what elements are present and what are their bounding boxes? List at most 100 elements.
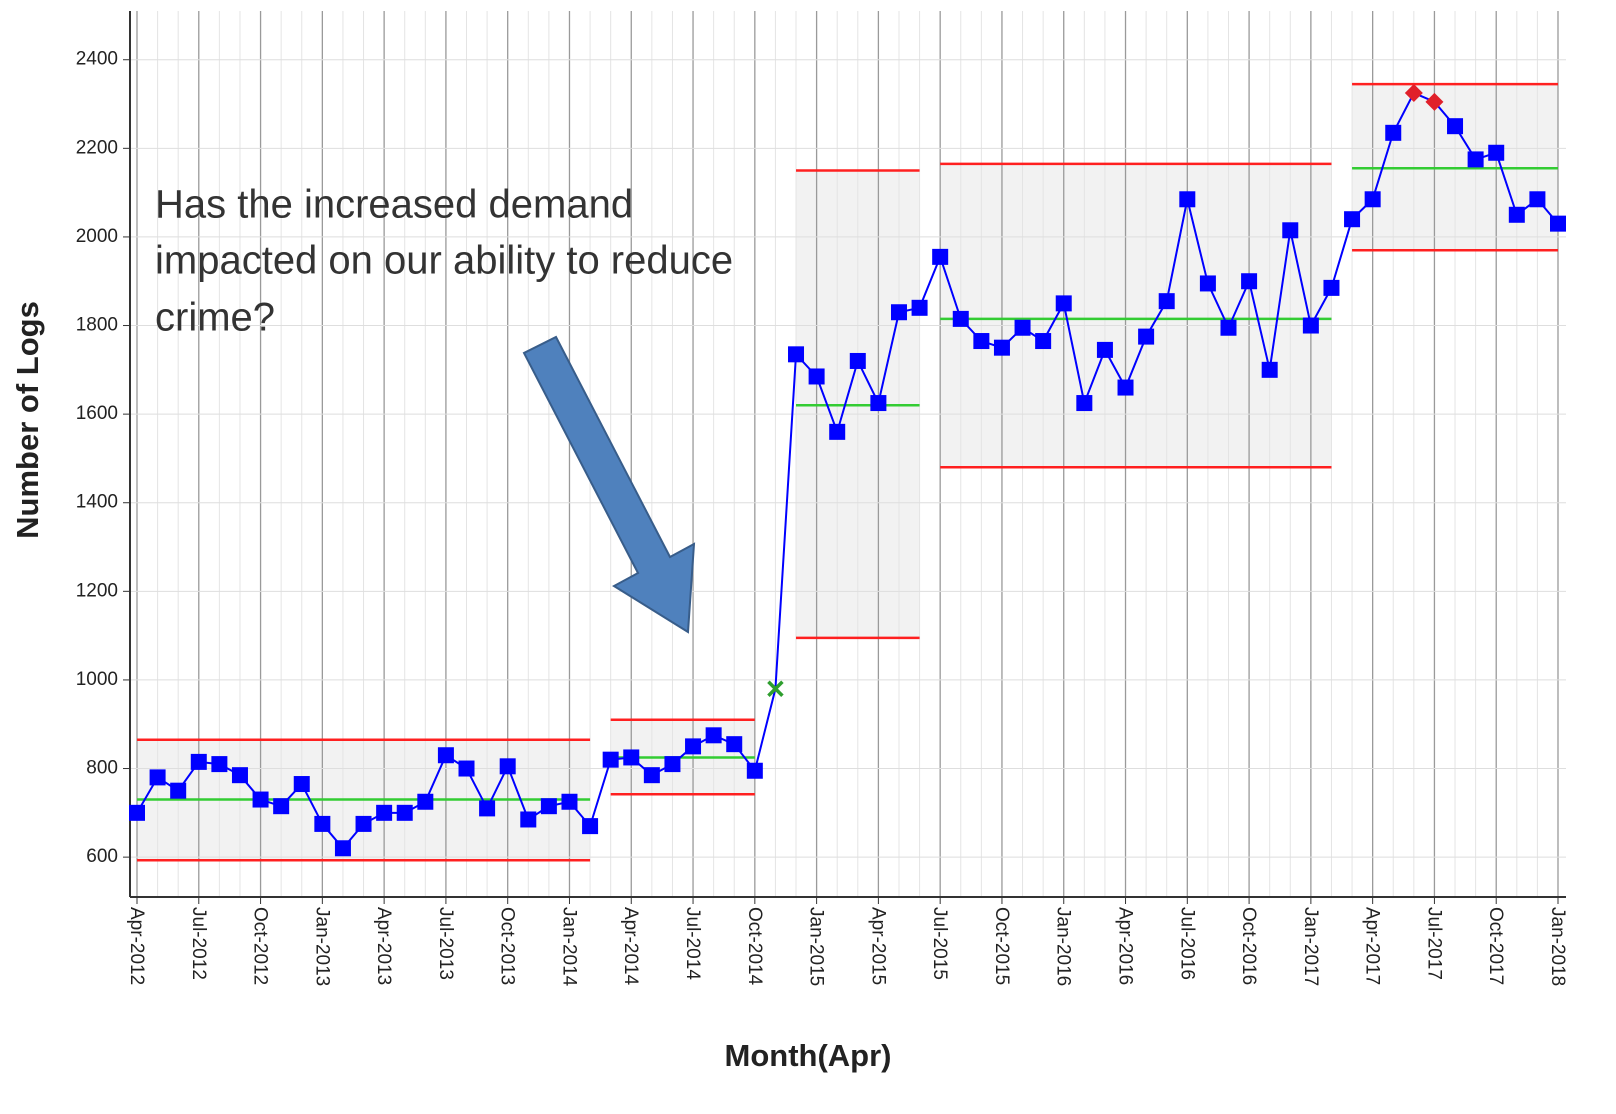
point-marker [623,749,640,766]
point-marker [149,769,166,786]
point-marker [1220,319,1237,336]
annotation: crime? [155,296,275,340]
point-marker [1158,293,1175,310]
point-marker [911,299,928,316]
point-marker [499,758,516,775]
point-marker [1488,144,1505,161]
point-marker [231,767,248,784]
shift-marker [767,680,784,698]
point-marker [932,248,949,265]
point-marker [1199,275,1216,292]
point-marker [1467,151,1484,168]
point-marker [643,767,660,784]
point-marker [1447,118,1464,135]
y-tick-label: 1600 [76,403,118,424]
x-tick-label: Jan-2016 [1053,907,1074,986]
point-marker [355,815,372,832]
arrow [522,335,696,634]
point-marker [705,727,722,744]
x-tick-label: Jul-2014 [682,907,703,980]
point-marker [602,751,619,768]
point-marker [726,736,743,753]
y-tick-label: 800 [86,758,118,779]
plot-background [130,11,1566,897]
x-tick-label: Jan-2014 [558,907,579,987]
phase-shade [940,163,1332,468]
point-marker [664,756,681,773]
y-tick-label: 1200 [76,580,118,601]
point-marker [1364,191,1381,208]
y-tick-label: 1800 [76,315,118,336]
x-tick-label: Apr-2015 [867,907,888,985]
point-marker [1055,295,1072,312]
x-tick-label: Jul-2015 [929,907,950,980]
point-marker [1096,341,1113,358]
outside-marker [1425,92,1444,111]
point-marker [829,423,846,440]
x-tick-label: Oct-2015 [991,907,1012,985]
point-marker [1529,191,1546,208]
y-tick-label: 1000 [76,669,118,690]
point-marker [1385,124,1402,141]
point-marker [1261,361,1278,378]
series-line [136,91,1559,850]
outside-marker [1404,83,1423,102]
point-marker [1014,319,1031,336]
point-marker [808,368,825,385]
x-tick-label: Oct-2017 [1485,907,1506,985]
point-marker [520,811,537,828]
point-marker [1241,273,1258,290]
point-marker [211,756,228,773]
point-marker [458,760,475,777]
point-marker [334,840,351,857]
point-marker [685,738,702,755]
y-tick-label: 2000 [76,226,118,247]
annotation: Has the increased demand [155,183,633,227]
point-marker [314,815,331,832]
point-marker [746,762,763,779]
y-tick-label: 600 [86,846,118,867]
point-marker [129,804,145,821]
x-tick-label: Jul-2017 [1423,907,1444,980]
point-marker [190,753,207,770]
point-marker [1282,222,1299,239]
x-tick-label: Jul-2013 [435,907,456,980]
x-tick-label: Jan-2013 [311,907,332,986]
point-marker [849,352,866,369]
x-tick-label: Oct-2012 [250,907,271,985]
point-marker [437,747,454,764]
y-tick-label: 2200 [76,137,118,158]
point-marker [582,818,599,835]
x-tick-label: Jul-2012 [188,907,209,980]
x-tick-label: Apr-2012 [126,907,147,985]
point-marker [1344,211,1361,228]
point-marker [1035,333,1052,350]
point-marker [973,333,990,350]
y-axis-title: Number of Logs [10,301,45,539]
point-marker [1323,279,1340,296]
x-tick-label: Apr-2014 [620,907,641,986]
point-marker [788,346,805,363]
point-marker [952,310,969,327]
point-marker [890,304,907,321]
x-tick-label: Apr-2013 [373,907,394,985]
x-tick-label: Jan-2015 [806,907,827,986]
point-marker [1508,206,1525,223]
point-marker [561,793,578,810]
point-marker [376,804,393,821]
plot-foreground: Apr-2012 Jul-2012 Oct-2012 Jan-2013 Apr-2013… [76,11,1568,987]
point-marker [1076,395,1093,412]
point-marker [993,339,1010,356]
x-tick-label: Oct-2013 [497,907,518,985]
x-axis-title: Month(Apr) [725,1038,892,1073]
point-marker [1138,328,1155,345]
x-tick-label: Jul-2016 [1176,907,1197,980]
point-marker [1550,215,1566,232]
x-tick-label: Jan-2018 [1547,907,1568,986]
point-marker [252,791,269,808]
point-marker [170,782,187,799]
x-tick-label: Apr-2017 [1362,907,1383,985]
x-tick-label: Jan-2017 [1300,907,1321,986]
